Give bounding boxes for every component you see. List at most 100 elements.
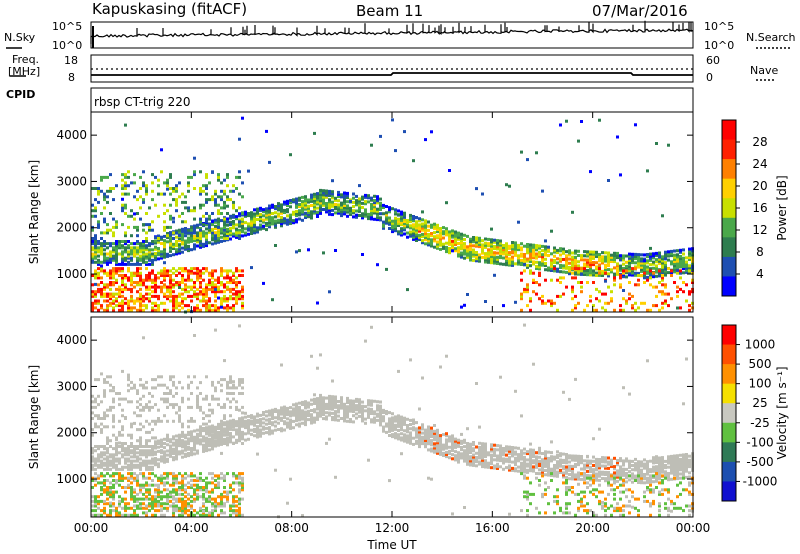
velocity-cell — [421, 431, 424, 435]
power-cell — [118, 267, 121, 271]
power-cell — [292, 219, 295, 223]
velocity-cell — [127, 447, 130, 451]
velocity-cell — [97, 457, 100, 461]
power-cell — [109, 189, 112, 193]
power-cell — [148, 292, 151, 296]
velocity-cell — [103, 451, 106, 455]
velocity-cell — [118, 419, 121, 423]
power-cell — [460, 251, 463, 255]
velocity-cell — [109, 439, 112, 443]
power-cell — [457, 248, 460, 252]
velocity-cell — [178, 435, 181, 439]
velocity-cell — [130, 497, 133, 501]
velocity-cell — [178, 433, 181, 437]
power-cell — [109, 260, 112, 264]
velocity-cell — [193, 479, 196, 482]
power-cell — [274, 223, 277, 227]
velocity-cell — [124, 490, 127, 494]
power-cell — [343, 210, 346, 214]
power-cell — [541, 259, 544, 263]
velocity-cell — [121, 476, 124, 480]
velocity-cell — [301, 417, 304, 421]
power-cell — [232, 189, 235, 193]
power-cell — [307, 215, 310, 219]
velocity-cell — [220, 502, 223, 506]
velocity-cell — [196, 476, 199, 480]
velocity-cell — [370, 407, 373, 411]
power-cell — [121, 209, 124, 213]
power-cell — [313, 205, 316, 209]
power-cell — [394, 229, 397, 233]
velocity-cell — [187, 386, 190, 390]
power-cell — [178, 251, 181, 255]
power-cell — [136, 248, 139, 252]
power-cell — [298, 217, 301, 221]
power-cell — [127, 276, 130, 280]
power-cell — [397, 209, 400, 213]
velocity-cell — [217, 474, 220, 478]
power-cell — [295, 250, 298, 254]
velocity-cell — [151, 465, 154, 469]
velocity-cell — [457, 460, 460, 464]
power-cell — [292, 212, 295, 216]
power-cell — [307, 248, 310, 252]
power-cell — [175, 283, 178, 287]
velocity-cell — [319, 408, 322, 412]
power-cell — [664, 252, 667, 256]
power-cell — [184, 229, 187, 233]
velocity-cell — [193, 497, 196, 501]
power-cell — [574, 260, 577, 263]
velocity-cell — [424, 441, 427, 445]
power-cell — [403, 226, 406, 230]
power-cell — [205, 242, 208, 245]
velocity-cell — [97, 394, 100, 398]
power-cell — [112, 294, 115, 298]
power-cell — [136, 297, 139, 301]
velocity-cell — [301, 409, 304, 413]
velocity-cell — [301, 421, 304, 425]
velocity-cell — [334, 475, 337, 479]
power-cell — [169, 173, 172, 177]
power-cell — [223, 206, 226, 210]
power-cell — [460, 255, 463, 259]
power-cell — [199, 308, 202, 312]
velocity-cell — [340, 417, 343, 420]
power-cell — [208, 241, 211, 245]
velocity-cell — [133, 445, 136, 448]
velocity-cell — [145, 488, 148, 492]
velocity-cell — [439, 442, 442, 446]
power-cell — [163, 203, 166, 207]
power-cell — [463, 238, 466, 241]
power-cell — [325, 202, 328, 205]
velocity-cell — [172, 383, 175, 387]
velocity-cell — [433, 448, 436, 452]
velocity-cell — [316, 413, 319, 417]
velocity-cell — [100, 474, 103, 478]
velocity-cell — [223, 442, 226, 445]
power-cell — [511, 241, 514, 244]
power-cell — [652, 304, 655, 308]
velocity-cell — [469, 463, 472, 467]
power-cell — [145, 276, 148, 280]
power-cell — [322, 189, 325, 193]
power-cell — [331, 208, 334, 212]
power-cell — [169, 274, 172, 277]
power-cell — [421, 228, 424, 232]
velocity-cell — [136, 455, 139, 459]
velocity-cell — [274, 410, 277, 413]
velocity-cell — [196, 433, 199, 437]
velocity-cell — [154, 452, 157, 456]
power-cell — [580, 269, 583, 273]
velocity-cell — [175, 492, 178, 496]
velocity-cell — [133, 488, 136, 492]
power-cell — [493, 273, 496, 277]
power-cell — [178, 308, 181, 312]
power-cell — [484, 260, 487, 264]
power-cell — [238, 218, 241, 222]
power-cell — [163, 308, 166, 312]
power-cell — [196, 276, 199, 280]
velocity-cell — [145, 455, 148, 459]
power-cell — [487, 254, 490, 258]
power-cell — [550, 264, 553, 268]
power-cell — [112, 271, 115, 275]
